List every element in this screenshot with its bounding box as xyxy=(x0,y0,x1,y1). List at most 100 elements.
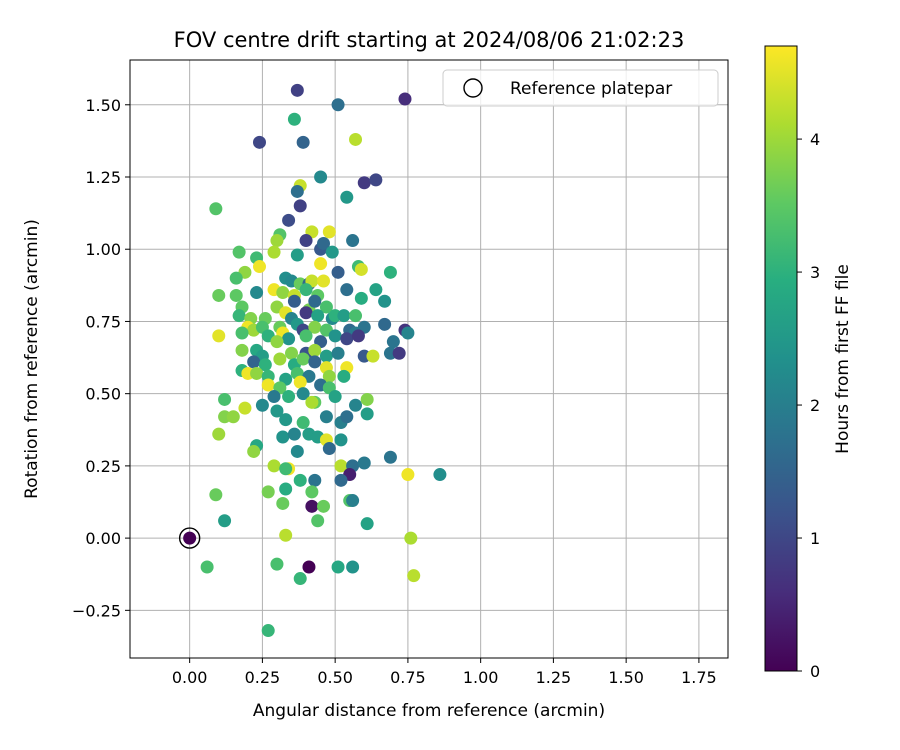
reference-layer xyxy=(178,527,201,549)
data-point xyxy=(340,410,354,424)
data-point xyxy=(357,176,371,190)
data-point xyxy=(267,390,281,404)
data-point xyxy=(314,257,328,271)
data-point xyxy=(340,332,354,346)
data-point xyxy=(319,300,333,314)
data-point xyxy=(212,288,226,302)
data-point xyxy=(378,294,392,308)
data-point xyxy=(346,234,360,248)
data-point xyxy=(349,309,363,323)
data-point xyxy=(360,407,374,421)
data-point xyxy=(337,309,351,323)
x-tick-label: 0.00 xyxy=(172,668,208,687)
colorbar-ticks: 0 1 2 3 4 xyxy=(797,130,820,681)
data-point xyxy=(349,132,363,146)
data-point xyxy=(252,135,266,149)
data-point xyxy=(305,395,319,409)
colorbar-tick-label: 2 xyxy=(810,396,820,415)
x-tick-label: 0.75 xyxy=(390,668,426,687)
x-tick-label: 0.50 xyxy=(317,668,353,687)
data-point xyxy=(212,427,226,441)
data-point xyxy=(334,473,348,487)
data-point xyxy=(252,260,266,274)
data-point xyxy=(383,450,397,464)
data-point xyxy=(258,358,272,372)
data-point xyxy=(209,202,223,216)
data-point xyxy=(351,329,365,343)
reference-marker-ring xyxy=(178,527,201,549)
data-point xyxy=(293,199,307,213)
data-point xyxy=(279,482,293,496)
data-point xyxy=(287,427,301,441)
x-axis: 0.00 0.25 0.50 0.75 1.00 1.25 1.50 1.75 xyxy=(172,658,717,687)
data-point xyxy=(378,317,392,331)
data-point xyxy=(270,335,284,349)
data-point xyxy=(267,245,281,259)
data-point xyxy=(308,473,322,487)
colorbar-gradient xyxy=(764,45,798,672)
data-point xyxy=(247,355,261,369)
data-point xyxy=(285,346,299,360)
y-tick-label: 1.00 xyxy=(85,240,121,259)
colorbar-tick-label: 4 xyxy=(810,130,820,149)
data-point xyxy=(232,245,246,259)
data-point xyxy=(308,355,322,369)
data-point xyxy=(369,283,383,297)
data-point xyxy=(305,499,319,513)
y-tick-label: 0.00 xyxy=(85,529,121,548)
data-point xyxy=(293,572,307,586)
data-point xyxy=(209,488,223,502)
data-point xyxy=(349,398,363,412)
data-point xyxy=(331,265,345,279)
x-axis-label: Angular distance from reference (arcmin) xyxy=(253,701,605,721)
data-point xyxy=(322,442,336,456)
data-point xyxy=(279,413,293,427)
data-point xyxy=(270,234,284,248)
x-tick-label: 1.25 xyxy=(536,668,572,687)
data-point xyxy=(247,444,261,458)
y-tick-label: 0.75 xyxy=(85,312,121,331)
data-point xyxy=(317,274,331,288)
data-point xyxy=(282,332,296,346)
data-point xyxy=(328,390,342,404)
data-point xyxy=(229,271,243,285)
data-point xyxy=(290,184,304,198)
y-axis: −0.25 0.00 0.25 0.50 0.75 1.00 1.25 1.50 xyxy=(72,96,130,620)
data-point xyxy=(299,234,313,248)
data-point xyxy=(276,430,290,444)
data-point xyxy=(404,531,418,545)
data-point xyxy=(308,294,322,308)
data-point xyxy=(299,283,313,297)
data-point xyxy=(279,462,293,476)
data-point xyxy=(282,390,296,404)
chart-title: FOV centre drift starting at 2024/08/06 … xyxy=(174,28,685,52)
data-point xyxy=(337,369,351,383)
data-point xyxy=(290,83,304,97)
data-point xyxy=(308,343,322,357)
data-point xyxy=(299,329,313,343)
data-point xyxy=(392,346,406,360)
data-point xyxy=(218,514,232,528)
y-tick-label: 0.25 xyxy=(85,457,121,476)
data-point xyxy=(235,326,249,340)
data-point xyxy=(293,473,307,487)
data-point xyxy=(366,349,380,363)
data-point xyxy=(317,236,331,250)
data-point xyxy=(346,494,360,508)
data-point xyxy=(354,262,368,276)
data-point xyxy=(218,392,232,406)
data-point xyxy=(331,346,345,360)
data-point xyxy=(328,329,342,343)
data-point xyxy=(386,335,400,349)
data-point xyxy=(287,294,301,308)
data-point xyxy=(296,352,310,366)
data-point xyxy=(290,248,304,262)
data-point xyxy=(261,485,275,499)
reference-point xyxy=(183,531,197,545)
data-point xyxy=(261,378,275,392)
grid xyxy=(130,60,728,658)
data-point xyxy=(331,560,345,574)
data-point xyxy=(334,459,348,473)
y-tick-label: −0.25 xyxy=(72,601,121,620)
